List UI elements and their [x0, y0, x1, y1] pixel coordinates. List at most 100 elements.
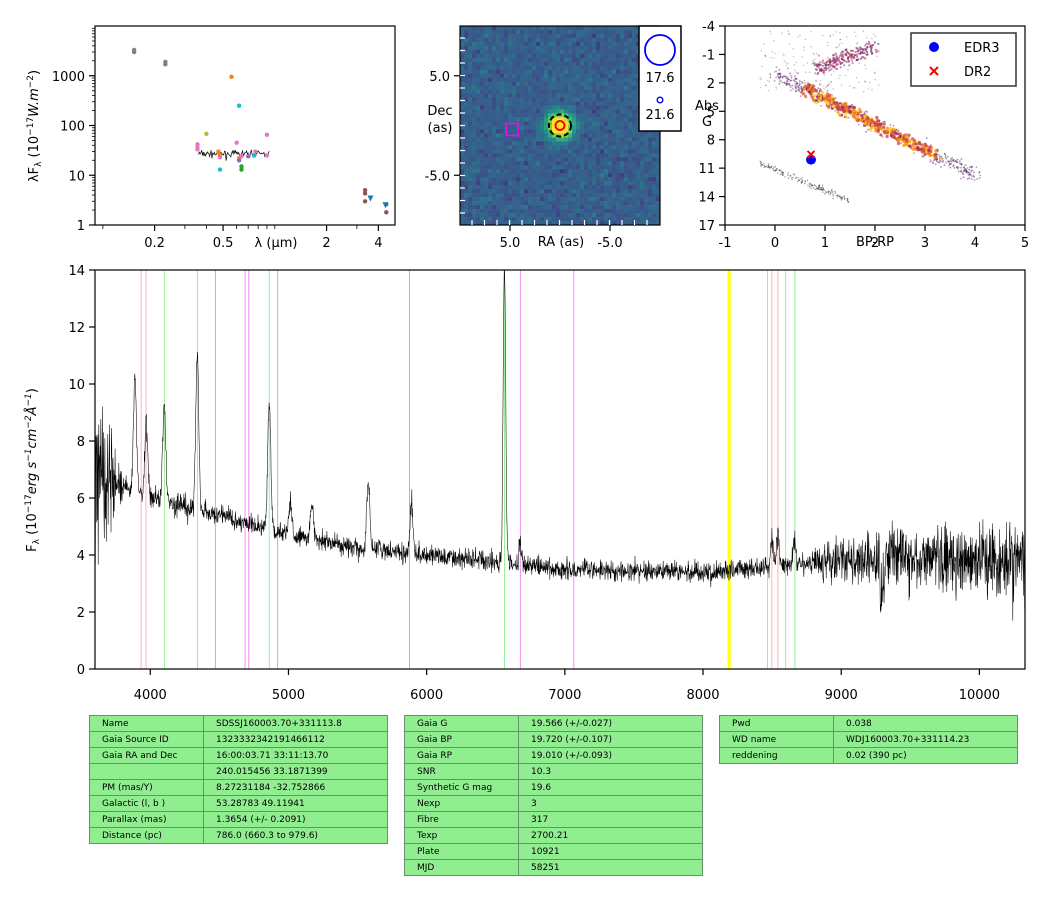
- image-pixel: [600, 109, 605, 114]
- hr-density-point: [939, 156, 943, 160]
- image-pixel: [540, 213, 545, 218]
- image-pixel: [596, 153, 601, 158]
- image-pixel: [652, 153, 657, 158]
- hr-density-point: [801, 89, 803, 91]
- hr-density-point: [938, 161, 941, 164]
- hr-density-point: [836, 195, 838, 197]
- image-pixel: [524, 133, 529, 138]
- image-pixel: [488, 121, 493, 126]
- image-pixel: [560, 165, 565, 170]
- image-pixel: [540, 33, 545, 39]
- image-pixel: [540, 205, 545, 210]
- image-pixel: [612, 101, 617, 106]
- image-pixel: [608, 209, 613, 214]
- image-pixel: [544, 101, 549, 106]
- hr-density-point: [791, 178, 793, 180]
- image-pixel: [528, 85, 533, 90]
- image-pixel: [564, 29, 569, 35]
- image-pixel: [644, 137, 649, 142]
- image-pixel: [620, 101, 625, 106]
- image-pixel: [540, 109, 545, 114]
- image-pixel: [564, 101, 569, 106]
- image-pixel: [652, 157, 657, 162]
- image-pixel: [568, 29, 573, 35]
- image-pixel: [592, 77, 597, 83]
- image-pixel: [492, 205, 497, 210]
- image-pixel: [544, 185, 549, 190]
- image-pixel: [600, 213, 605, 218]
- image-pixel: [576, 221, 581, 226]
- image-pixel: [460, 101, 465, 106]
- hr-density-point: [856, 48, 859, 51]
- hr-density-point: [823, 69, 826, 72]
- hr-density-point: [902, 139, 906, 144]
- image-pixel: [624, 117, 629, 122]
- image-pixel: [468, 89, 473, 94]
- image-ticks: 5.0-5.05.0 -5.0: [425, 37, 648, 251]
- image-pixel: [624, 49, 629, 55]
- hr-ytick-label: -1: [702, 48, 715, 63]
- image-pixel: [596, 45, 601, 51]
- image-pixel: [656, 217, 661, 222]
- image-pixel: [588, 217, 593, 222]
- image-pixel: [472, 193, 477, 198]
- image-pixel: [604, 45, 609, 51]
- image-pixel: [512, 85, 517, 90]
- image-pixel: [616, 69, 621, 75]
- hr-density-point: [866, 124, 868, 126]
- hr-density-point: [964, 167, 967, 170]
- image-pixel: [472, 161, 477, 166]
- image-pixel: [516, 113, 521, 118]
- image-pixel: [632, 193, 637, 198]
- image-pixel: [492, 73, 497, 79]
- image-pixel: [604, 77, 609, 83]
- image-pixel: [552, 49, 557, 55]
- hr-density-point: [819, 80, 822, 82]
- image-pixel: [600, 37, 605, 43]
- image-pixel: [552, 77, 557, 83]
- image-pixel: [568, 37, 573, 43]
- image-pixel: [468, 173, 473, 178]
- image-pixel: [652, 189, 657, 194]
- image-pixel: [572, 85, 577, 90]
- image-pixel: [592, 26, 597, 31]
- image-pixel: [628, 145, 633, 150]
- image-pixel: [532, 69, 537, 75]
- image-pixel: [568, 197, 573, 202]
- image-pixel: [468, 49, 473, 55]
- hr-density-point: [814, 101, 819, 105]
- image-pixel: [612, 77, 617, 83]
- image-pixel: [540, 161, 545, 166]
- image-pixel: [644, 205, 649, 210]
- hr-density-point: [869, 81, 871, 84]
- hr-density-point: [828, 105, 831, 108]
- image-pixel: [652, 145, 657, 150]
- image-pixel: [592, 197, 597, 202]
- image-pixel: [640, 185, 645, 190]
- hr-density-point: [950, 158, 952, 161]
- image-pixel: [516, 29, 521, 35]
- image-pixel: [468, 125, 473, 130]
- image-pixel: [516, 157, 521, 162]
- image-pixel: [564, 165, 569, 170]
- image-pixel: [536, 45, 541, 51]
- image-pixel: [532, 37, 537, 43]
- image-pixel: [608, 173, 613, 178]
- hr-density-point: [865, 42, 868, 45]
- hr-density-point: [783, 81, 786, 84]
- hr-density-point: [843, 195, 845, 197]
- hr-density-point: [792, 173, 795, 175]
- image-pixel: [524, 77, 529, 83]
- image-pixel: [460, 57, 465, 63]
- image-pixel: [520, 133, 525, 138]
- image-pixel: [500, 217, 505, 222]
- image-pixel: [576, 57, 581, 63]
- image-pixel: [488, 73, 493, 79]
- image-pixel: [656, 145, 661, 150]
- image-pixel: [564, 49, 569, 55]
- image-pixel: [580, 173, 585, 178]
- hr-density-point: [795, 176, 798, 179]
- image-pixel: [576, 49, 581, 55]
- image-pixel: [548, 57, 553, 63]
- image-pixel: [576, 209, 581, 214]
